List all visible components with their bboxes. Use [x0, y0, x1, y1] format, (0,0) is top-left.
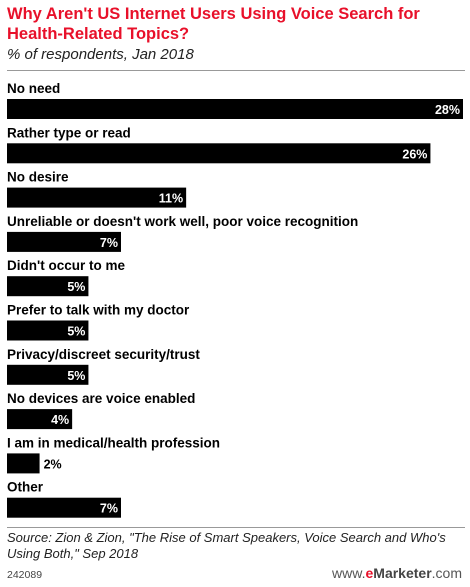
value-label: 7% — [100, 236, 118, 250]
category-label: Rather type or read — [7, 125, 131, 140]
chart-id: 242089 — [7, 569, 43, 581]
bar — [7, 99, 463, 119]
value-label: 11% — [159, 192, 183, 206]
bar — [7, 320, 89, 341]
value-label: 5% — [67, 280, 85, 294]
bar — [7, 143, 431, 164]
bar — [7, 187, 187, 208]
brand-e: e — [365, 565, 374, 581]
category-label: Didn't occur to me — [7, 258, 125, 273]
category-label: Other — [7, 480, 44, 495]
category-label: No desire — [7, 170, 69, 185]
bottom-divider — [7, 527, 465, 528]
value-label: 5% — [67, 325, 85, 339]
brand-name: Marketer — [373, 565, 432, 581]
bar — [7, 409, 73, 430]
value-label: 28% — [435, 103, 460, 117]
top-divider — [7, 70, 465, 71]
bar — [7, 453, 40, 474]
category-label: No need — [7, 81, 60, 96]
value-label: 26% — [402, 147, 427, 161]
emarketer-logo: www.eMarketer.com — [332, 565, 462, 581]
brand-prefix: www. — [332, 565, 366, 581]
value-label: 2% — [44, 457, 62, 471]
category-label: Unreliable or doesn't work well, poor vo… — [7, 214, 358, 229]
category-label: No devices are voice enabled — [7, 391, 195, 406]
bar — [7, 497, 121, 518]
chart-title: Why Aren't US Internet Users Using Voice… — [7, 5, 420, 43]
bar — [7, 276, 89, 297]
category-label: Privacy/discreet security/trust — [7, 347, 200, 362]
value-label: 7% — [100, 502, 118, 516]
value-label: 4% — [51, 413, 69, 427]
bar — [7, 231, 121, 252]
category-label: Prefer to talk with my doctor — [7, 303, 190, 318]
category-label: I am in medical/health profession — [7, 435, 220, 450]
brand-suffix: .com — [431, 565, 462, 581]
chart-subtitle: % of respondents, Jan 2018 — [7, 46, 194, 63]
bar — [7, 364, 89, 385]
value-label: 5% — [67, 369, 85, 383]
source-note: Source: Zion & Zion, "The Rise of Smart … — [7, 530, 446, 561]
